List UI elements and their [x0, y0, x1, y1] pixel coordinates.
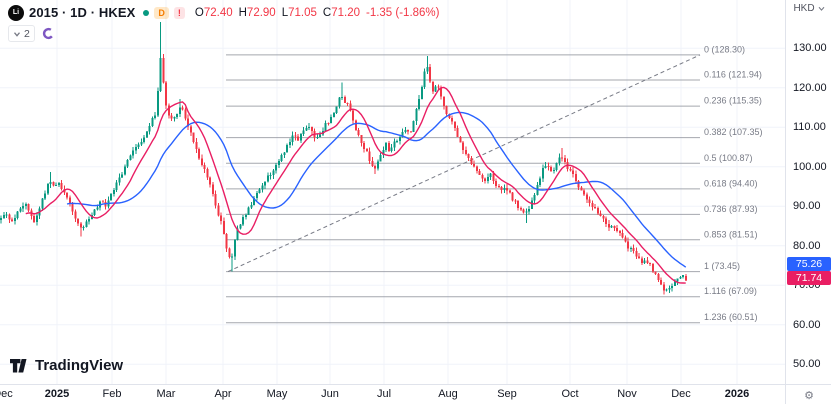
- currency-label: HKD: [793, 3, 815, 14]
- chart-plot-area[interactable]: 0 (128.30) 0.116 (121.94) 0.236 (115.35) 0.…: [0, 0, 785, 384]
- high-label: H: [238, 6, 247, 19]
- fib-label: 0 (128.30): [704, 44, 745, 54]
- price-change: -1.35 (-1.86%): [365, 6, 440, 19]
- axis-settings-corner: ⚙: [785, 384, 831, 404]
- price-badge-ma-fast: 71.74: [787, 271, 831, 286]
- fib-label: 0.382 (107.35): [704, 127, 763, 137]
- fib-label: 0.618 (94.40): [704, 178, 758, 188]
- time-tick-label: 2025: [44, 388, 70, 400]
- chevron-down-icon: [818, 6, 824, 11]
- close-label: C: [322, 6, 332, 19]
- fib-label: 0.236 (115.35): [704, 96, 762, 106]
- open-label: O: [194, 6, 204, 19]
- tradingview-watermark[interactable]: TradingView: [10, 357, 123, 374]
- time-tick-label: Dec: [671, 388, 691, 400]
- time-axis[interactable]: Dec 2025 Feb Mar Apr May Jun Jul Aug Sep Oct Nov Dec…: [0, 384, 785, 404]
- time-tick-label: Oct: [561, 388, 579, 400]
- price-tick-label: 80.00: [793, 239, 821, 252]
- currency-selector[interactable]: HKD: [786, 3, 831, 14]
- indicator-count: 2: [24, 27, 30, 40]
- price-tick-label: 50.00: [793, 358, 821, 371]
- time-tick-label: Nov: [617, 388, 637, 400]
- tradingview-logo-text: TradingView: [35, 357, 124, 374]
- ohlc-values: O 72.40 H 72.90 L 71.05 C 71.20 -1.35 (-1.86…: [193, 7, 440, 19]
- high-value: 72.90: [246, 6, 276, 19]
- time-tick-label: Dec: [0, 388, 13, 400]
- price-tick-label: 90.00: [793, 200, 821, 213]
- fib-label: 0.736 (87.93): [704, 204, 758, 214]
- ma-polyline: [25, 86, 686, 284]
- price-axis[interactable]: HKD 130.00 120.00 110.00 100.00 90.00 80.00 70…: [785, 0, 831, 384]
- grid-lines: [0, 0, 785, 384]
- tradingview-logo-icon: [10, 358, 27, 372]
- dividends-badge[interactable]: D: [154, 6, 169, 19]
- trend-line: [227, 54, 701, 273]
- price-tick-label: 100.00: [793, 160, 827, 173]
- time-tick-label: Sep: [497, 388, 517, 400]
- fib-label: 1.236 (60.51): [704, 312, 758, 322]
- fib-label: 0.116 (121.94): [704, 70, 762, 80]
- fib-retracement-drawing[interactable]: [226, 54, 700, 324]
- ma-line-slow[interactable]: [66, 111, 687, 268]
- time-tick-label: 2026: [724, 388, 750, 400]
- price-tick-label: 120.00: [793, 81, 827, 94]
- low-value: 71.05: [288, 6, 317, 19]
- alert-badge[interactable]: !: [173, 6, 185, 19]
- fib-level-labels: 0 (128.30) 0.116 (121.94) 0.236 (115.35) 0.…: [704, 44, 763, 322]
- time-tick-label: Feb: [102, 388, 122, 400]
- market-status-dot: [143, 9, 150, 16]
- price-badge-ma-slow: 75.26: [787, 257, 831, 272]
- chevron-down-icon: [14, 31, 20, 37]
- fib-label: 1 (73.45): [704, 261, 740, 271]
- time-tick-label: May: [266, 388, 288, 400]
- symbol-logo[interactable]: Li: [8, 4, 24, 21]
- symbol-title[interactable]: 2015 · 1D · HKEX: [29, 5, 136, 20]
- time-tick-label: Jun: [321, 388, 339, 400]
- time-tick-label: Mar: [156, 388, 176, 400]
- fib-label: 0.853 (81.51): [704, 229, 758, 239]
- time-tick-label: Jul: [376, 388, 392, 400]
- time-tick-label: Apr: [214, 388, 232, 400]
- candlestick-series[interactable]: [0, 22, 687, 295]
- price-tick-label: 130.00: [793, 42, 827, 55]
- ma-line-fast[interactable]: [25, 86, 686, 284]
- close-value: 71.20: [331, 6, 360, 19]
- fib-label: 0.5 (100.87): [704, 153, 753, 163]
- price-tick-label: 60.00: [793, 318, 821, 331]
- open-value: 72.40: [203, 6, 233, 19]
- loading-spinner-icon: [42, 27, 55, 40]
- time-tick-label: Aug: [438, 388, 458, 400]
- legend-collapse-button[interactable]: 2: [8, 25, 35, 42]
- gear-icon[interactable]: ⚙: [804, 388, 814, 402]
- ma-polyline: [66, 111, 687, 268]
- fib-label: 1.116 (67.09): [704, 286, 757, 296]
- low-label: L: [281, 6, 289, 19]
- trend-line-drawing[interactable]: [227, 54, 701, 273]
- price-tick-label: 110.00: [793, 121, 826, 134]
